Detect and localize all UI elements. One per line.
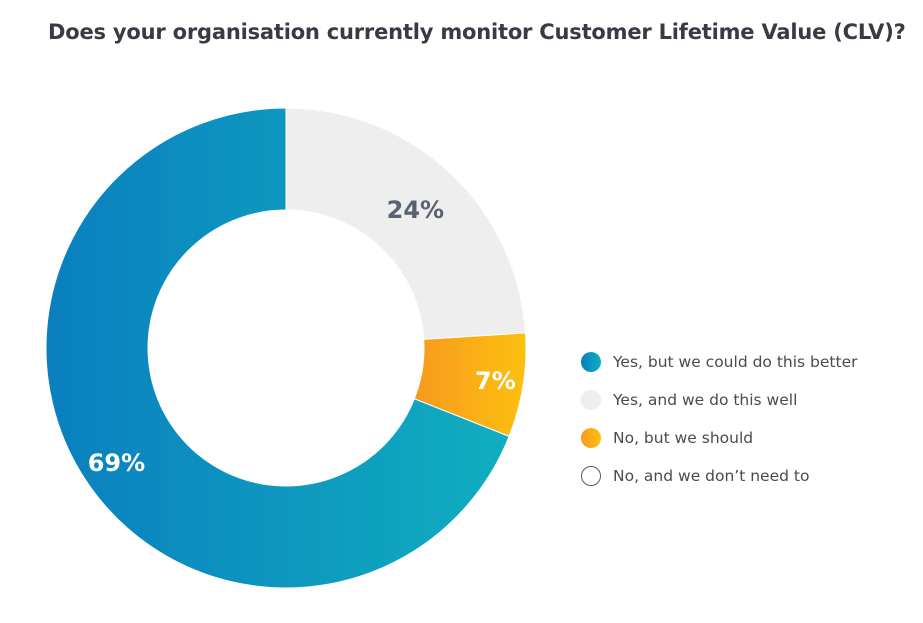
slice-value-label: 7% — [475, 367, 516, 395]
legend-item-yes-do-well: Yes, and we do this well — [581, 381, 857, 419]
legend-label: Yes, but we could do this better — [613, 353, 858, 371]
donut-slice — [285, 107, 527, 340]
legend-item-no-but-should: No, but we should — [581, 419, 857, 457]
legend-swatch — [581, 352, 601, 372]
chart-title: Does your organisation currently monitor… — [48, 20, 906, 44]
legend-label: No, and we don’t need to — [613, 467, 810, 485]
slice-value-label: 24% — [387, 196, 444, 224]
slice-value-label: 69% — [88, 449, 145, 477]
legend-item-no-dont-need: No, and we don’t need to — [581, 457, 857, 495]
legend-label: Yes, and we do this well — [613, 391, 798, 409]
legend: Yes, but we could do this better Yes, an… — [581, 343, 857, 495]
legend-item-yes-could-do-better: Yes, but we could do this better — [581, 343, 857, 381]
legend-label: No, but we should — [613, 429, 754, 447]
legend-swatch — [581, 428, 601, 448]
legend-swatch — [581, 390, 601, 410]
legend-swatch — [581, 466, 601, 486]
donut-slice — [45, 107, 510, 589]
